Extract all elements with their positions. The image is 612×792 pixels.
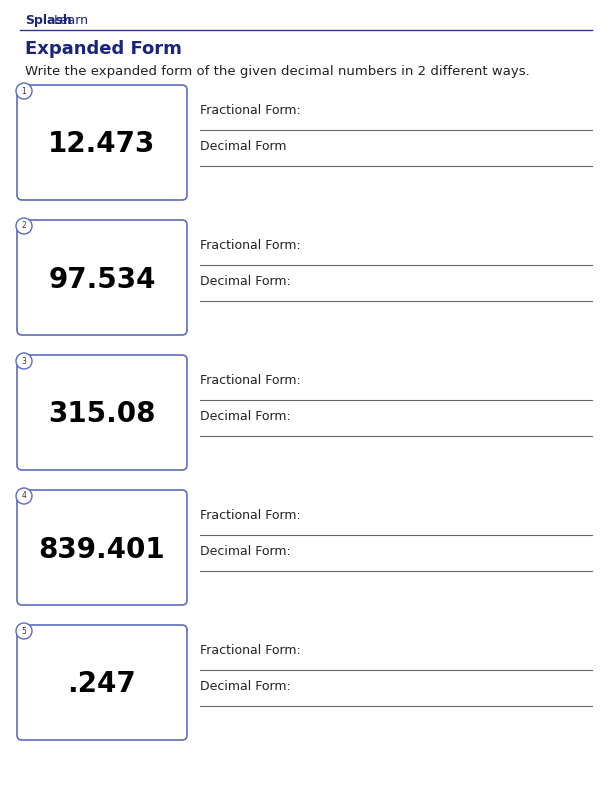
Circle shape (16, 623, 32, 639)
Text: Decimal Form:: Decimal Form: (200, 545, 291, 558)
Text: Splash: Splash (25, 14, 72, 27)
Text: 97.534: 97.534 (48, 265, 155, 294)
Text: Fractional Form:: Fractional Form: (200, 374, 300, 387)
Circle shape (16, 353, 32, 369)
Text: 2: 2 (21, 222, 26, 230)
Text: Fractional Form:: Fractional Form: (200, 644, 300, 657)
Text: Expanded Form: Expanded Form (25, 40, 182, 58)
FancyBboxPatch shape (17, 490, 187, 605)
Text: 4: 4 (21, 492, 26, 501)
Circle shape (16, 218, 32, 234)
Text: Write the expanded form of the given decimal numbers in 2 different ways.: Write the expanded form of the given dec… (25, 65, 530, 78)
Text: Decimal Form: Decimal Form (200, 140, 286, 153)
Text: Learn: Learn (54, 14, 89, 27)
Text: Fractional Form:: Fractional Form: (200, 239, 300, 252)
FancyBboxPatch shape (17, 85, 187, 200)
FancyBboxPatch shape (17, 625, 187, 740)
Text: Fractional Form:: Fractional Form: (200, 509, 300, 522)
Text: Decimal Form:: Decimal Form: (200, 275, 291, 288)
Text: .247: .247 (67, 671, 136, 699)
Text: 5: 5 (21, 626, 26, 635)
FancyBboxPatch shape (17, 355, 187, 470)
FancyBboxPatch shape (17, 220, 187, 335)
Circle shape (16, 488, 32, 504)
Circle shape (16, 83, 32, 99)
Text: Decimal Form:: Decimal Form: (200, 410, 291, 423)
Text: Fractional Form:: Fractional Form: (200, 104, 300, 117)
Text: 839.401: 839.401 (39, 535, 165, 563)
Text: Decimal Form:: Decimal Form: (200, 680, 291, 693)
Text: 12.473: 12.473 (48, 131, 155, 158)
Text: 315.08: 315.08 (48, 401, 155, 428)
Text: 3: 3 (21, 356, 26, 365)
Text: 1: 1 (21, 86, 26, 96)
